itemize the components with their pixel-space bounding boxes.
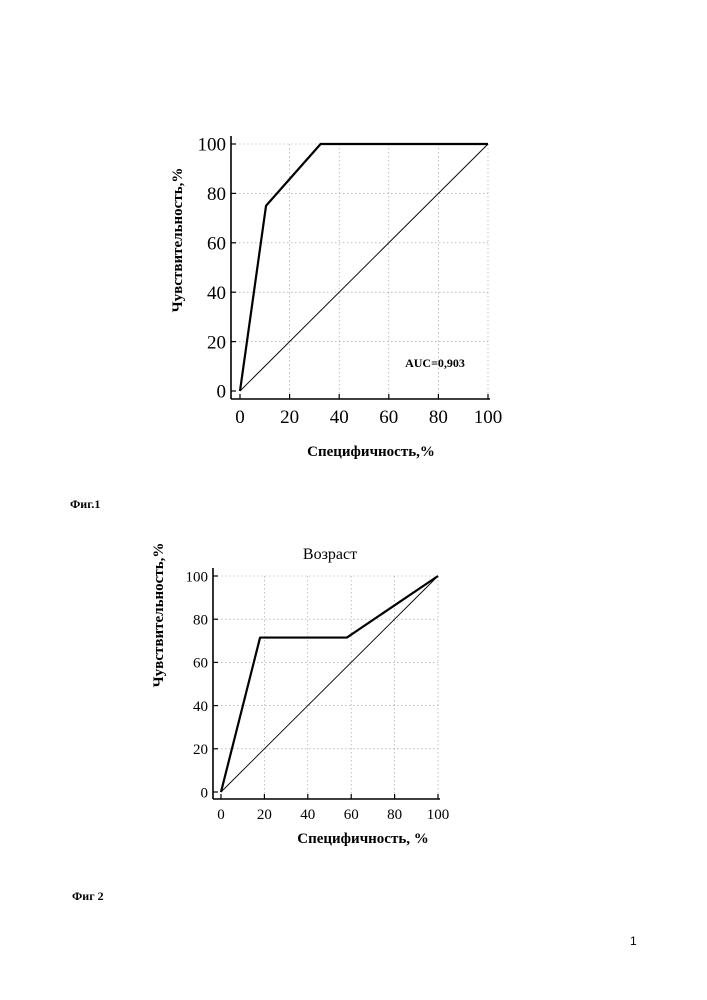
page-number: 1	[630, 934, 637, 948]
chart-1-reference-line	[240, 144, 488, 391]
chart-2-y-tick-label: 100	[186, 569, 209, 585]
chart-1-xlabel: Специфичность,%	[307, 444, 435, 460]
chart-1-y-tick-label: 100	[198, 135, 227, 156]
figure-2-caption: Фиг 2	[72, 889, 104, 904]
chart-1-x-tick-label: 40	[330, 407, 349, 428]
chart-2-x-tick-label: 0	[217, 807, 225, 823]
chart-2-axes	[213, 568, 440, 799]
chart-1-x-tick-label: 100	[474, 407, 503, 428]
chart-2-y-tick-label: 60	[193, 656, 208, 672]
chart-1-y-tick-label: 20	[207, 332, 226, 353]
chart-1-y-tick-label: 40	[207, 283, 226, 304]
chart-1-x-tick-label: 80	[429, 407, 448, 428]
figure-1-caption: Фиг.1	[70, 497, 100, 512]
chart-1-series	[240, 144, 488, 391]
chart-2-x-tick-label: 40	[300, 807, 315, 823]
figure-canvas: 020406080100020406080100 Специфичность,%…	[0, 0, 707, 1000]
chart-2-y-tick-label: 0	[201, 785, 209, 801]
chart-2-x-tick-label: 100	[427, 807, 450, 823]
chart-2-x-tick-label: 60	[344, 807, 359, 823]
chart-2-series	[221, 576, 438, 792]
chart-1-ylabel: Чувствительность,%	[170, 168, 186, 313]
chart-1-x-tick-label: 0	[235, 407, 245, 428]
chart-2-x-tick-label: 20	[257, 807, 272, 823]
chart-1-y-tick-label: 60	[207, 233, 226, 254]
chart-1-x-tick-label: 60	[379, 407, 398, 428]
chart-1-roc: 0 20 40 60 80 100 0 20 40 60 80 100 Специфичность,%…	[170, 135, 502, 460]
chart-1-y-tick-label: 0	[217, 382, 227, 403]
chart-1-y-tick-label: 80	[207, 184, 226, 205]
chart-2-x-tick-label: 80	[387, 807, 402, 823]
chart-2-y-tick-label: 40	[193, 699, 208, 715]
chart-2-xlabel: Специфичность, %	[297, 831, 429, 847]
chart-2-reference-line	[221, 576, 438, 792]
chart-2-title: Возраст	[303, 546, 357, 563]
chart-2-ylabel: Чувствительность,%	[151, 543, 167, 688]
chart-1-auc-annotation: AUC=0,903	[405, 356, 465, 370]
chart-2-roc-age: 0 20 40 60 80 100 0 20 40 60 80 100 Возраст Специфи…	[151, 543, 449, 847]
chart-1-x-tick-label: 20	[280, 407, 299, 428]
chart-2-y-tick-label: 80	[193, 612, 208, 628]
chart-2-y-tick-label: 20	[193, 742, 208, 758]
